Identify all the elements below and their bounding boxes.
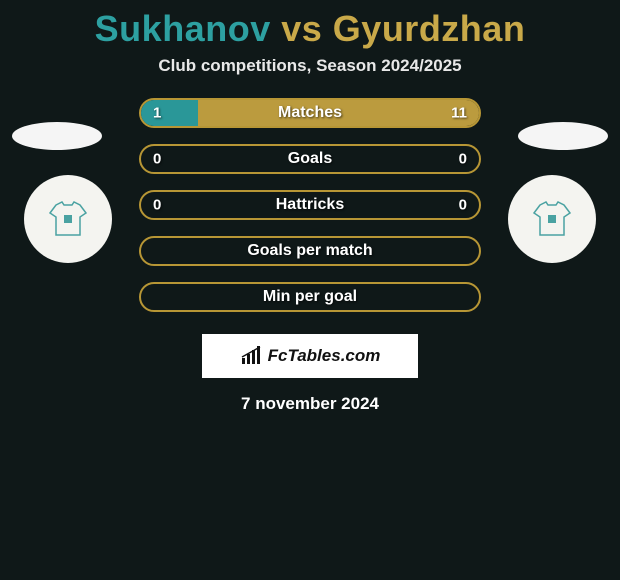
player2-name: Gyurdzhan bbox=[333, 8, 526, 49]
shirt-icon bbox=[532, 201, 572, 237]
stat-label: Matches bbox=[278, 104, 342, 122]
logo-text: FcTables.com bbox=[268, 346, 381, 366]
stat-row-goals-per-match: Goals per match bbox=[139, 236, 481, 266]
stat-row-goals: 0 Goals 0 bbox=[139, 144, 481, 174]
vs-text: vs bbox=[281, 8, 322, 49]
stats-container: 1 Matches 11 0 Goals 0 0 Hattricks 0 Goa… bbox=[139, 98, 481, 312]
stat-label: Min per goal bbox=[263, 288, 357, 306]
player2-shirt bbox=[508, 175, 596, 263]
stat-value-p1: 0 bbox=[153, 151, 161, 168]
stat-value-p2: 0 bbox=[459, 197, 467, 214]
player2-flag bbox=[518, 122, 608, 150]
fctables-logo[interactable]: FcTables.com bbox=[202, 334, 418, 378]
player1-name: Sukhanov bbox=[95, 8, 271, 49]
stat-label: Goals per match bbox=[247, 242, 372, 260]
stat-value-p2: 11 bbox=[451, 105, 467, 122]
stat-label: Goals bbox=[288, 150, 332, 168]
stat-row-matches: 1 Matches 11 bbox=[139, 98, 481, 128]
chart-bars-icon bbox=[240, 346, 264, 366]
stat-row-hattricks: 0 Hattricks 0 bbox=[139, 190, 481, 220]
season-subtitle: Club competitions, Season 2024/2025 bbox=[0, 56, 620, 76]
stat-value-p1: 1 bbox=[153, 105, 161, 122]
player1-shirt bbox=[24, 175, 112, 263]
stat-fill-p1 bbox=[141, 100, 198, 126]
stat-label: Hattricks bbox=[276, 196, 344, 214]
stat-value-p2: 0 bbox=[459, 151, 467, 168]
shirt-icon bbox=[48, 201, 88, 237]
player1-flag bbox=[12, 122, 102, 150]
comparison-title: Sukhanov vs Gyurdzhan bbox=[0, 0, 620, 56]
snapshot-date: 7 november 2024 bbox=[0, 394, 620, 414]
stat-value-p1: 0 bbox=[153, 197, 161, 214]
stat-row-min-per-goal: Min per goal bbox=[139, 282, 481, 312]
